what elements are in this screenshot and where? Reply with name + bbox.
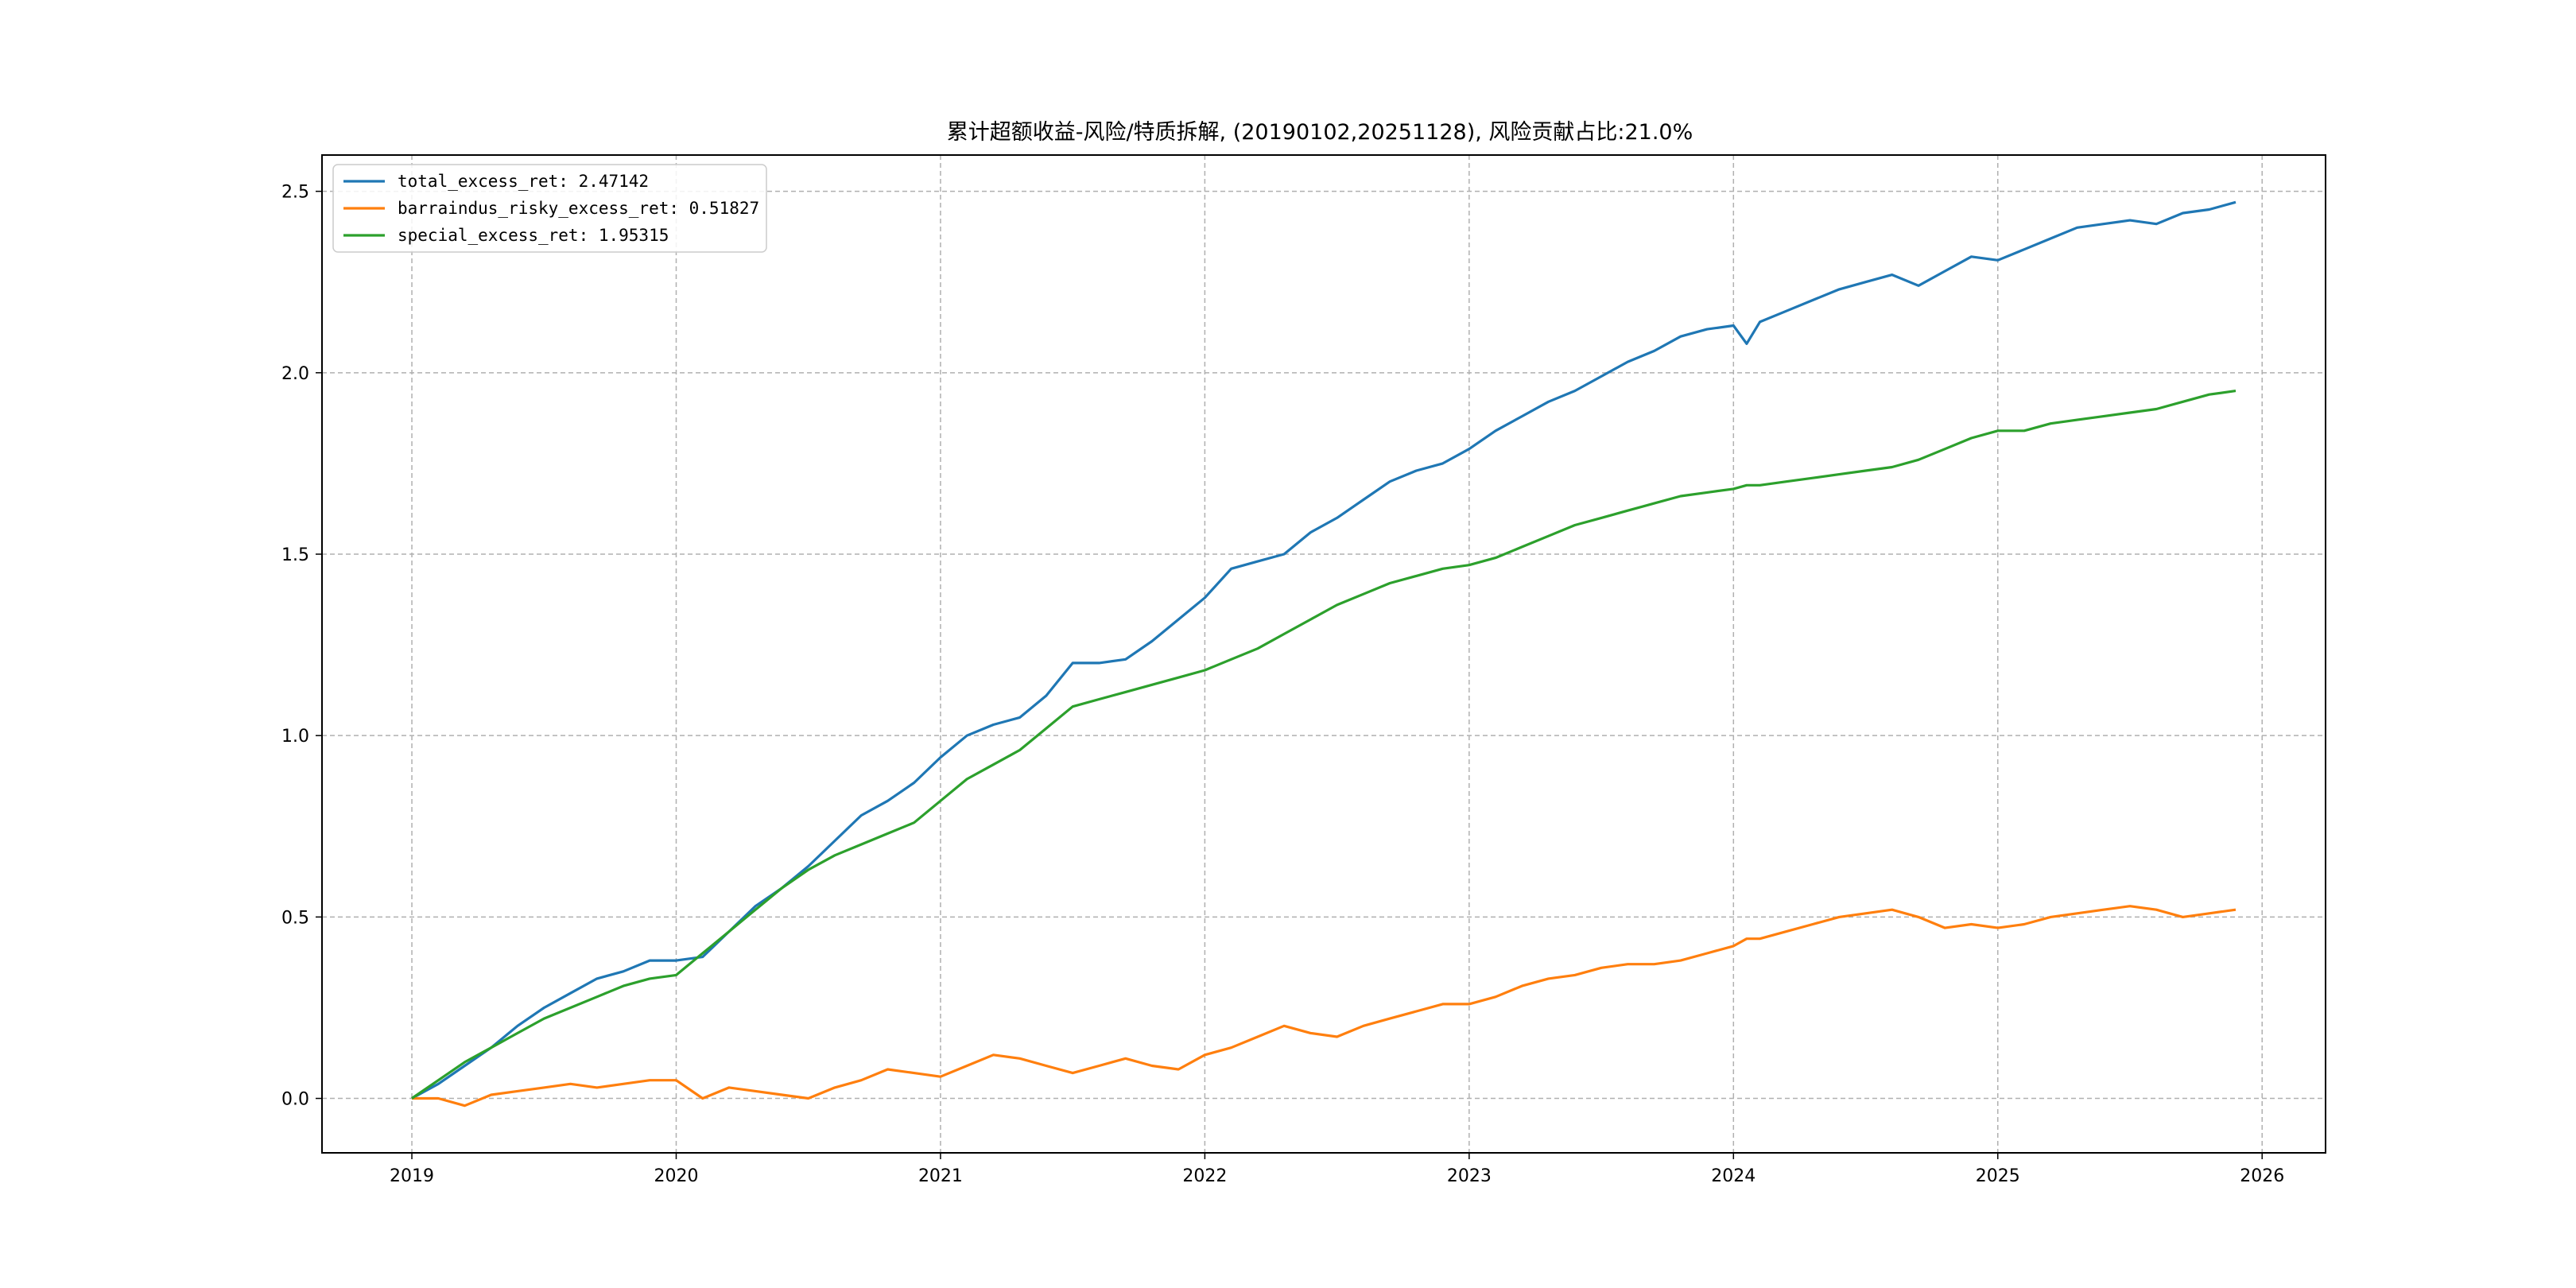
x-tick-label: 2021 bbox=[918, 1166, 963, 1186]
x-tick-label: 2025 bbox=[1976, 1166, 2020, 1186]
y-tick-label: 0.0 bbox=[281, 1090, 309, 1110]
x-tick-label: 2024 bbox=[1711, 1166, 1755, 1186]
x-tick-label: 2023 bbox=[1447, 1166, 1492, 1186]
legend-label: special_excess_ret: 1.95315 bbox=[398, 226, 669, 245]
chart-title: 累计超额收益-风险/特质拆解, (20190102,20251128), 风险贡… bbox=[947, 120, 1693, 145]
series-line-special_excess_ret bbox=[411, 390, 2237, 1100]
x-tick-label: 2020 bbox=[654, 1166, 698, 1186]
x-tick-label: 2026 bbox=[2240, 1166, 2284, 1186]
series-layer bbox=[411, 200, 2237, 1108]
legend-box bbox=[332, 164, 767, 253]
y-tick-label: 2.5 bbox=[281, 183, 309, 203]
legend-label: barraindus_risky_excess_ret: 0.51827 bbox=[398, 199, 759, 218]
y-tick-label: 0.5 bbox=[281, 908, 309, 928]
x-tick-label: 2022 bbox=[1182, 1166, 1227, 1186]
y-axis: 0.0 0.5 1.0 1.5 2.0 2.5 bbox=[281, 183, 322, 1110]
grid bbox=[322, 155, 2326, 1153]
y-tick-label: 2.0 bbox=[281, 364, 309, 384]
legend-label: total_excess_ret: 2.47142 bbox=[398, 172, 649, 191]
x-axis: 2019 2020 2021 2022 2023 2024 2025 2026 bbox=[390, 1153, 2284, 1186]
series-line-barraindus_risky_excess_ret bbox=[412, 905, 2237, 1108]
plot-frame bbox=[321, 154, 2326, 1154]
y-tick-label: 1.5 bbox=[281, 545, 309, 565]
x-tick-label: 2019 bbox=[390, 1166, 434, 1186]
y-tick-label: 1.0 bbox=[281, 727, 309, 747]
legend: total_excess_ret: 2.47142 barraindus_risk… bbox=[332, 164, 767, 253]
